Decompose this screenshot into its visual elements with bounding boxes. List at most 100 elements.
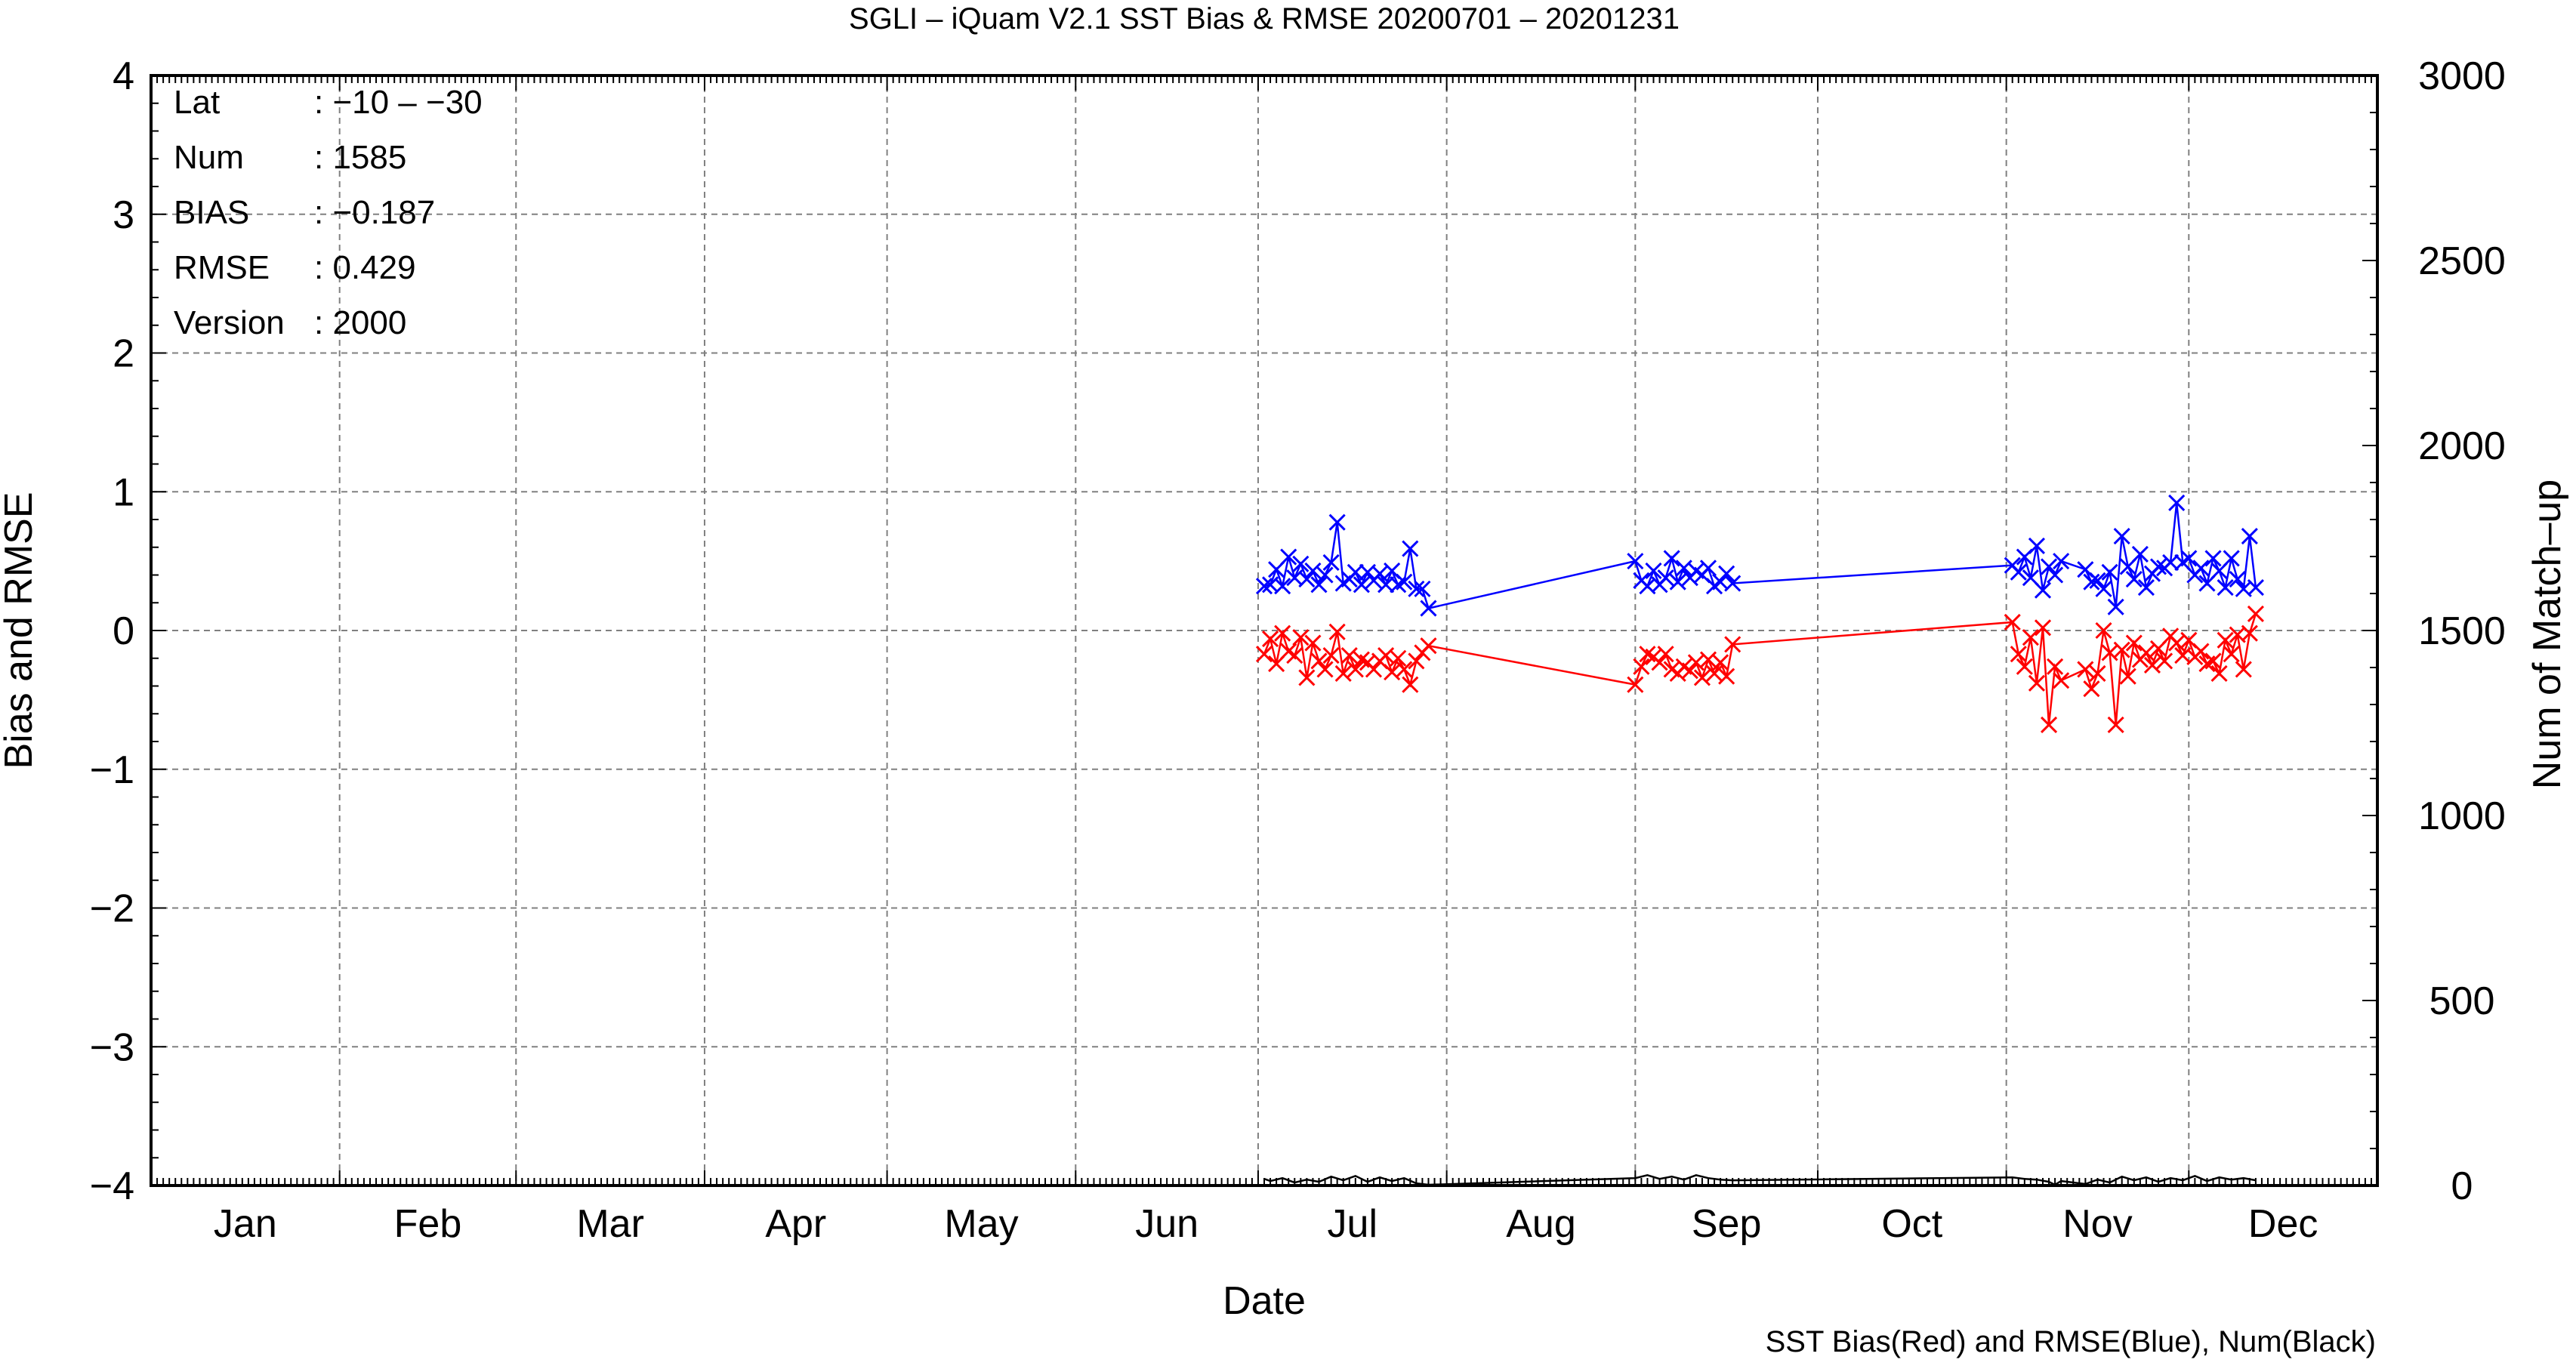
y-axis-title: Bias and RMSE — [0, 492, 41, 769]
rmse-point — [1699, 560, 1717, 577]
bias-point — [1657, 646, 1674, 663]
x-tick-label: May — [944, 1202, 1018, 1246]
x-tick-label: Jun — [1135, 1202, 1199, 1246]
bias-point — [2107, 716, 2124, 734]
y-tick-label: 2 — [113, 332, 134, 376]
bias-point — [1255, 646, 1273, 663]
bias-series — [1255, 605, 2264, 734]
rmse-point — [2162, 553, 2180, 572]
rmse-point — [2125, 570, 2143, 588]
rmse-point — [1657, 569, 1674, 587]
x-tick-label: Mar — [576, 1202, 644, 1246]
x-axis-title: Date — [1223, 1279, 1306, 1323]
bias-point — [1347, 661, 1364, 678]
bias-point — [1724, 636, 1741, 653]
bias-point — [2223, 646, 2240, 663]
rmse-point — [2034, 581, 2052, 599]
y2-tick-label: 2500 — [2418, 239, 2506, 283]
info-bias-value: : −0.187 — [314, 194, 435, 231]
y-tick-label: −1 — [90, 748, 134, 792]
rmse-point — [1718, 565, 1735, 582]
bias-point — [1316, 661, 1334, 678]
rmse-point — [1280, 548, 1297, 566]
rmse-point — [2217, 578, 2234, 597]
bias-point — [1718, 668, 1735, 685]
info-rmse-value: : 0.429 — [314, 249, 416, 286]
y-tick-label: −4 — [90, 1164, 134, 1208]
y2-tick-label: 0 — [2451, 1164, 2473, 1208]
rmse-point — [2010, 563, 2027, 581]
rmse-point — [1298, 570, 1316, 588]
bias-point — [1408, 652, 1425, 670]
footer-caption: SST Bias(Red) and RMSE(Blue), Num(Black) — [1766, 1325, 2376, 1358]
rmse-point — [1274, 578, 1291, 595]
y2-tick-label: 1000 — [2418, 794, 2506, 838]
info-version-label: Version — [174, 304, 285, 341]
bias-point — [2210, 664, 2228, 683]
y-tick-label: 0 — [113, 609, 134, 653]
y-tick-label: −2 — [90, 887, 134, 931]
rmse-point — [1255, 578, 1273, 595]
num-series — [1263, 1173, 2257, 1186]
info-num-label: Num — [174, 139, 244, 176]
bias-point — [2156, 652, 2173, 670]
grid — [151, 76, 2377, 1186]
rmse-point — [2113, 527, 2130, 545]
bias-point — [1712, 654, 1729, 671]
bias-point — [1353, 651, 1370, 668]
bias-point — [2083, 680, 2100, 698]
rmse-point — [1396, 573, 1413, 590]
rmse-point — [2089, 572, 2106, 589]
bias-point — [2247, 605, 2264, 623]
bias-point — [1304, 634, 1322, 652]
rmse-point — [1420, 600, 1437, 617]
bias-point — [2053, 672, 2070, 689]
rmse-point — [1353, 576, 1370, 594]
y2-tick-label: 1500 — [2418, 609, 2506, 653]
rmse-point — [2131, 545, 2149, 563]
rmse-point — [2229, 570, 2246, 588]
bias-point — [1651, 654, 1668, 671]
bias-point — [2119, 668, 2136, 685]
bias-point — [2235, 661, 2252, 678]
y-tick-label: −3 — [90, 1025, 134, 1069]
bias-point — [1340, 647, 1358, 664]
rmse-point — [2180, 550, 2198, 567]
plot-series — [1255, 494, 2264, 1186]
rmse-point — [1304, 562, 1322, 580]
bias-point — [1286, 647, 1303, 664]
bias-point — [2192, 643, 2210, 660]
rmse-point — [1669, 573, 1686, 590]
num-line — [1263, 1173, 2257, 1186]
info-lat-label: Lat — [174, 84, 220, 121]
rmse-point — [1310, 576, 1328, 594]
info-version-value: : 2000 — [314, 304, 406, 341]
bias-point — [1310, 652, 1328, 670]
bias-point — [1681, 662, 1698, 680]
rmse-point — [2095, 580, 2112, 597]
bias-point — [2217, 631, 2234, 649]
rmse-point — [1322, 553, 1340, 572]
bias-point — [2077, 661, 2094, 678]
x-tick-label: Oct — [1881, 1202, 1942, 1246]
bias-point — [2028, 674, 2046, 692]
bias-point — [1693, 669, 1711, 686]
rmse-point — [2040, 558, 2058, 575]
rmse-point — [2028, 537, 2046, 554]
bias-point — [2137, 644, 2155, 661]
bias-point — [2125, 634, 2143, 652]
rmse-point — [2241, 527, 2258, 545]
bias-point — [2004, 613, 2021, 631]
y2-tick-label: 500 — [2429, 979, 2495, 1023]
rmse-point — [2223, 550, 2240, 567]
rmse-point — [2192, 560, 2210, 577]
bias-point — [2241, 624, 2258, 642]
bias-point — [2016, 658, 2033, 675]
bias-point — [2010, 646, 2027, 663]
rmse-point — [1292, 555, 1310, 572]
bias-point — [1396, 661, 1413, 678]
bias-point — [2034, 619, 2052, 637]
rmse-point — [1663, 550, 1680, 567]
rmse-point — [2137, 578, 2155, 597]
bias-point — [1420, 637, 1437, 655]
